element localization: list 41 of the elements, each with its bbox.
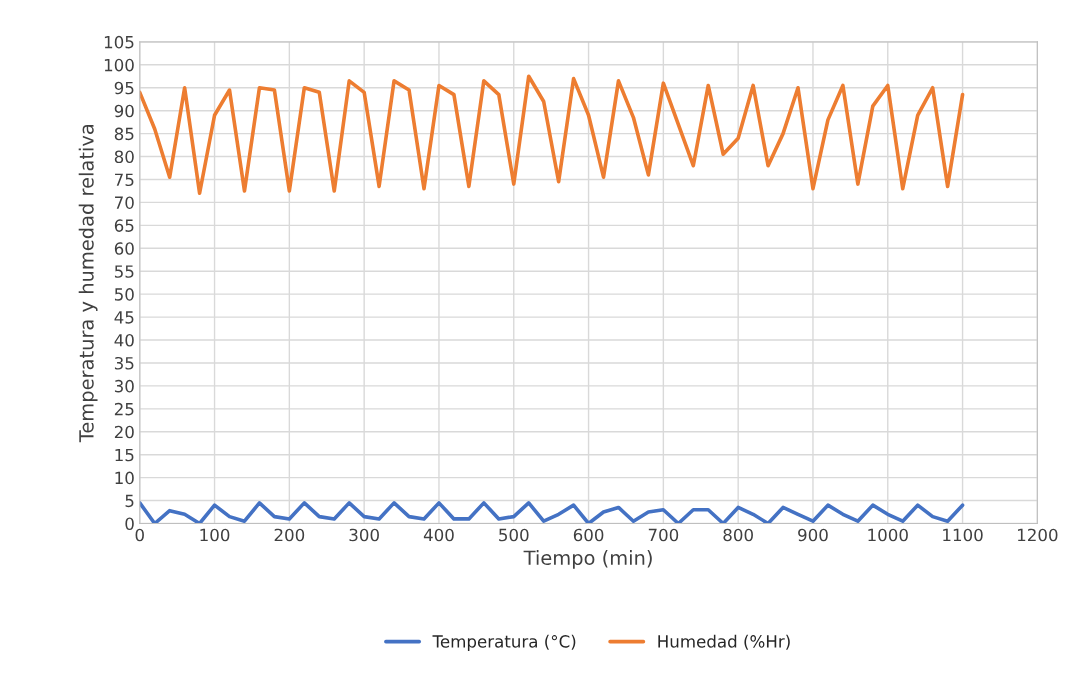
line-series bbox=[139, 74, 965, 196]
x-tick-label: 100 bbox=[200, 528, 230, 542]
x-tick-label: 400 bbox=[423, 528, 454, 542]
y-tick-label: 10 bbox=[115, 471, 134, 485]
y-tick-label: 70 bbox=[115, 196, 134, 209]
x-tick-label: 500 bbox=[499, 528, 529, 542]
y-tick-label: 35 bbox=[114, 356, 134, 370]
legend-label: Humedad (%Hr) bbox=[658, 634, 790, 650]
y-tick-label: 50 bbox=[114, 288, 134, 301]
y-tick-label: 45 bbox=[114, 311, 134, 324]
y-tick-label: 90 bbox=[114, 104, 134, 118]
x-tick-label: 800 bbox=[723, 528, 753, 542]
x-tick-label: 700 bbox=[648, 528, 679, 542]
x-tick-label: 0 bbox=[135, 528, 144, 542]
y-tick-label: 75 bbox=[115, 173, 134, 187]
x-tick-label: 1200 bbox=[1018, 528, 1058, 542]
y-tick-label: 20 bbox=[114, 425, 134, 439]
x-tick-label: 1100 bbox=[943, 528, 983, 542]
line-series bbox=[139, 501, 965, 524]
y-tick-label: 25 bbox=[114, 402, 134, 416]
y-tick-label: 105 bbox=[104, 35, 134, 49]
y-tick-label: 5 bbox=[125, 494, 134, 508]
y-tick-label: 95 bbox=[114, 81, 134, 95]
y-tick-label: 65 bbox=[114, 219, 134, 232]
x-tick-label: 200 bbox=[274, 528, 305, 542]
y-tick-label: 40 bbox=[114, 333, 134, 347]
y-tick-label: 100 bbox=[104, 58, 134, 72]
x-tick-label: 1000 bbox=[868, 528, 908, 542]
y-tick-label: 80 bbox=[114, 150, 134, 164]
legend-label: Temperatura (°C) bbox=[432, 634, 576, 651]
y-tick-label: 30 bbox=[114, 379, 134, 393]
y-tick-label: 15 bbox=[115, 448, 134, 462]
y-tick-label: 85 bbox=[114, 127, 134, 141]
y-tick-label: 55 bbox=[114, 265, 134, 278]
y-tick-label: 60 bbox=[114, 242, 134, 255]
x-axis-title: Tiempo (min) bbox=[523, 550, 652, 569]
x-tick-label: 600 bbox=[573, 528, 604, 542]
x-tick-label: 300 bbox=[349, 528, 379, 542]
x-tick-label: 900 bbox=[798, 528, 828, 542]
y-tick-label: 0 bbox=[125, 517, 134, 531]
y-axis-title: Temperatura y humedad relativa bbox=[78, 124, 98, 443]
